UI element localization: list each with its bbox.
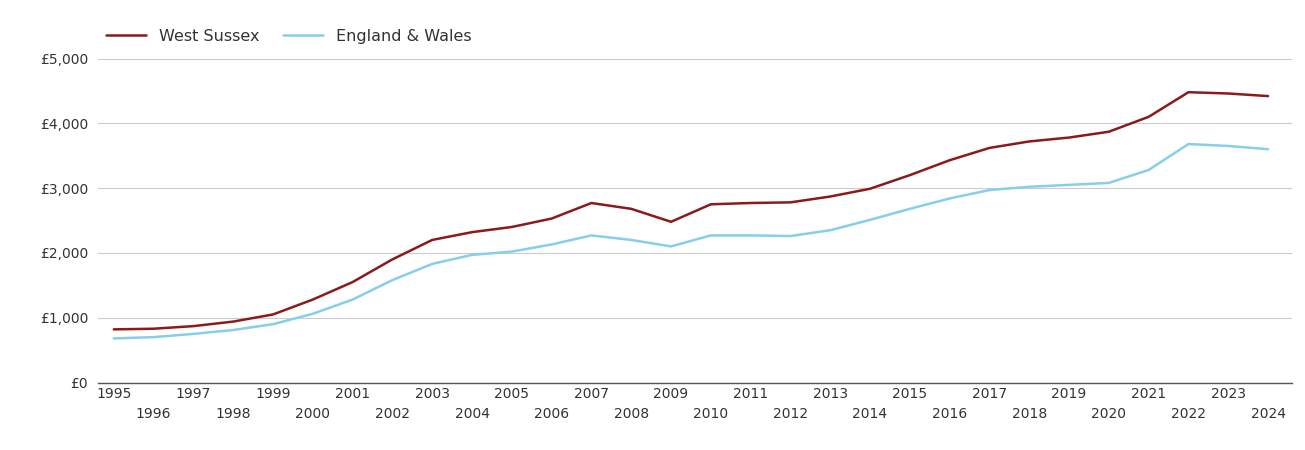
England & Wales: [504, 249, 519, 254]
England & Wales: [146, 334, 162, 340]
West Sussex: [146, 326, 162, 331]
England & Wales: [465, 252, 480, 257]
England & Wales: [981, 187, 997, 193]
West Sussex: [226, 319, 241, 324]
West Sussex: [305, 297, 321, 302]
West Sussex: [1141, 114, 1156, 120]
West Sussex: [265, 312, 281, 317]
Text: 2022: 2022: [1171, 408, 1206, 422]
England & Wales: [822, 228, 838, 233]
England & Wales: [624, 237, 639, 243]
England & Wales: [345, 297, 360, 302]
Line: West Sussex: West Sussex: [114, 92, 1268, 329]
England & Wales: [544, 242, 560, 247]
England & Wales: [863, 217, 878, 223]
Text: 2010: 2010: [693, 408, 728, 422]
England & Wales: [185, 331, 201, 337]
West Sussex: [465, 230, 480, 235]
West Sussex: [504, 224, 519, 230]
Line: England & Wales: England & Wales: [114, 144, 1268, 338]
West Sussex: [703, 202, 719, 207]
England & Wales: [942, 196, 958, 201]
West Sussex: [663, 219, 679, 225]
West Sussex: [106, 327, 121, 332]
West Sussex: [783, 200, 799, 205]
West Sussex: [1181, 90, 1197, 95]
West Sussex: [942, 158, 958, 163]
England & Wales: [1181, 141, 1197, 147]
Text: 2006: 2006: [534, 408, 569, 422]
West Sussex: [1261, 94, 1276, 99]
England & Wales: [783, 234, 799, 239]
Text: 1998: 1998: [215, 408, 251, 422]
Text: 2004: 2004: [454, 408, 489, 422]
England & Wales: [226, 327, 241, 333]
Text: 2020: 2020: [1091, 408, 1126, 422]
England & Wales: [305, 311, 321, 316]
West Sussex: [1220, 91, 1236, 96]
England & Wales: [663, 244, 679, 249]
West Sussex: [822, 194, 838, 199]
England & Wales: [1261, 147, 1276, 152]
England & Wales: [1101, 180, 1117, 185]
Text: 2014: 2014: [852, 408, 887, 422]
England & Wales: [265, 321, 281, 327]
West Sussex: [544, 216, 560, 221]
Text: 2018: 2018: [1011, 408, 1047, 422]
Text: 2024: 2024: [1250, 408, 1285, 422]
England & Wales: [424, 261, 440, 266]
Text: 2002: 2002: [375, 408, 410, 422]
West Sussex: [424, 237, 440, 243]
West Sussex: [624, 206, 639, 211]
England & Wales: [1220, 143, 1236, 148]
Legend: West Sussex, England & Wales: West Sussex, England & Wales: [106, 29, 471, 44]
West Sussex: [345, 279, 360, 285]
England & Wales: [1022, 184, 1037, 189]
England & Wales: [583, 233, 599, 238]
West Sussex: [1022, 139, 1037, 144]
West Sussex: [385, 256, 401, 262]
West Sussex: [863, 186, 878, 191]
England & Wales: [902, 206, 917, 211]
England & Wales: [703, 233, 719, 238]
England & Wales: [743, 233, 758, 238]
England & Wales: [1141, 167, 1156, 173]
West Sussex: [1061, 135, 1077, 140]
England & Wales: [106, 336, 121, 341]
England & Wales: [1061, 182, 1077, 188]
West Sussex: [1101, 129, 1117, 135]
West Sussex: [902, 172, 917, 178]
West Sussex: [185, 324, 201, 329]
Text: 2012: 2012: [773, 408, 808, 422]
Text: 1996: 1996: [136, 408, 171, 422]
Text: 2016: 2016: [932, 408, 967, 422]
Text: 2008: 2008: [613, 408, 649, 422]
West Sussex: [981, 145, 997, 151]
West Sussex: [583, 200, 599, 206]
West Sussex: [743, 200, 758, 206]
Text: 2000: 2000: [295, 408, 330, 422]
England & Wales: [385, 277, 401, 283]
